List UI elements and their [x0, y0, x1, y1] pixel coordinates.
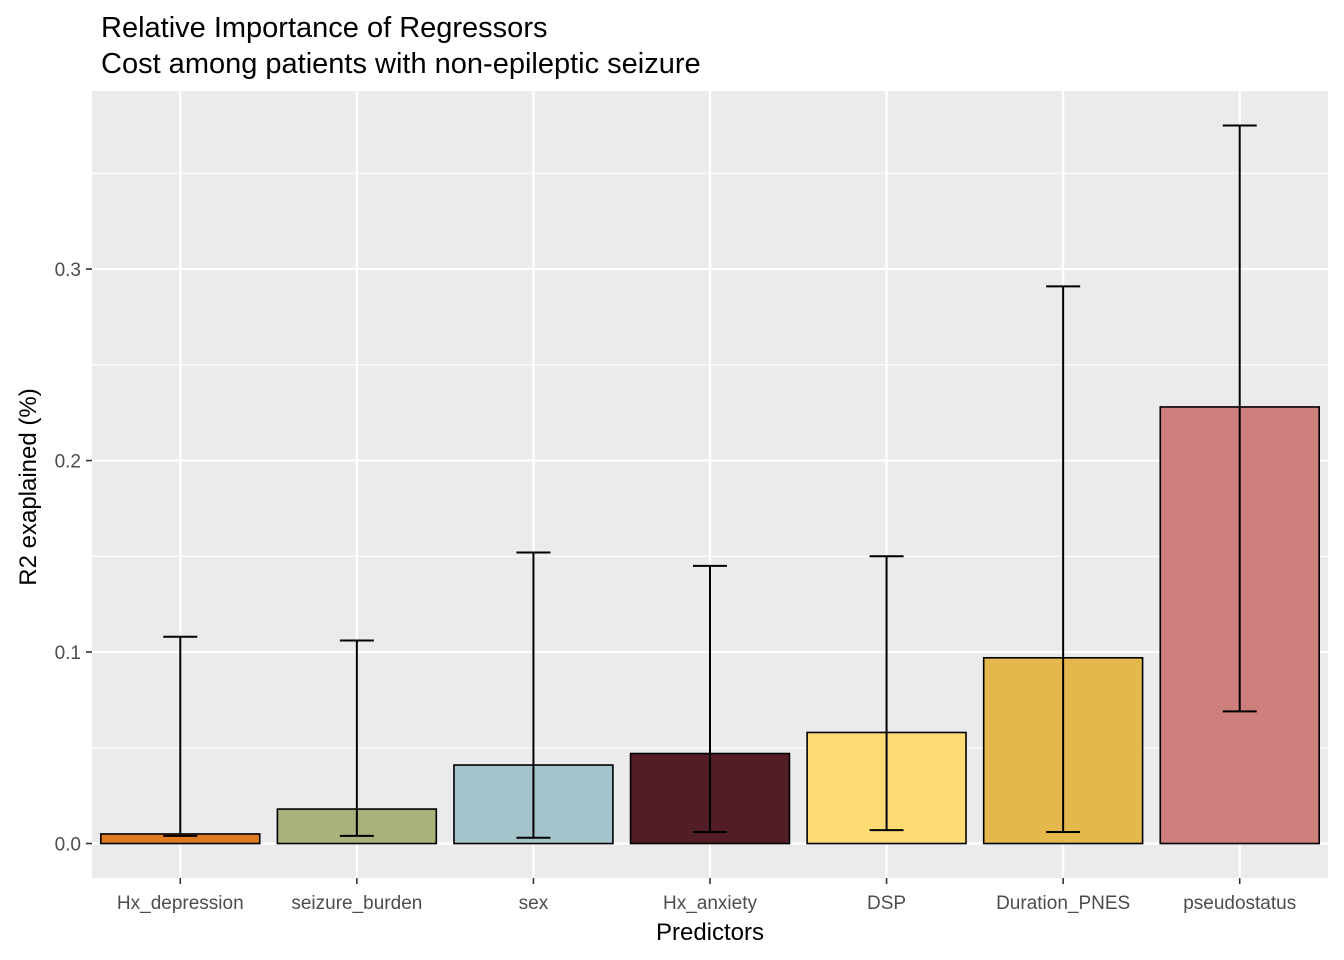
error-bar-Duration_PNES	[1046, 285, 1081, 834]
y-axis-title: R2 exaplained (%)	[15, 388, 42, 585]
x-axis-title: Predictors	[656, 919, 764, 946]
error-bars	[163, 124, 1257, 839]
y-tick-label: 0.2	[55, 452, 81, 473]
error-bar-Hx_anxiety	[693, 564, 727, 834]
x-tick-label: Duration_PNES	[996, 893, 1130, 914]
error-bar-Hx_depression	[163, 635, 198, 837]
chart-subtitle: Cost among patients with non-epileptic s…	[101, 48, 701, 80]
x-tick-label: pseudostatus	[1183, 893, 1296, 914]
x-axis-ticks: Hx_depression seizure_burden sex Hx_anxiety…	[117, 878, 1296, 914]
y-tick-label: 0.1	[55, 643, 81, 664]
y-tick-label: 0.3	[55, 260, 81, 281]
error-bar-DSP	[869, 555, 904, 832]
y-axis-ticks: 0.0 0.1 0.2 0.3	[55, 260, 92, 856]
x-tick-label: Hx_anxiety	[663, 893, 757, 914]
error-bar-pseudostatus	[1222, 124, 1257, 713]
error-bar-seizure_burden	[339, 639, 374, 837]
x-tick-label: sex	[519, 893, 549, 914]
x-tick-label: DSP	[867, 893, 906, 914]
y-tick-label: 0.0	[55, 835, 81, 856]
x-tick-label: Hx_depression	[117, 893, 244, 914]
x-tick-label: seizure_burden	[291, 893, 422, 914]
chart-title: Relative Importance of Regressors	[101, 12, 547, 44]
error-bar-sex	[516, 551, 551, 839]
